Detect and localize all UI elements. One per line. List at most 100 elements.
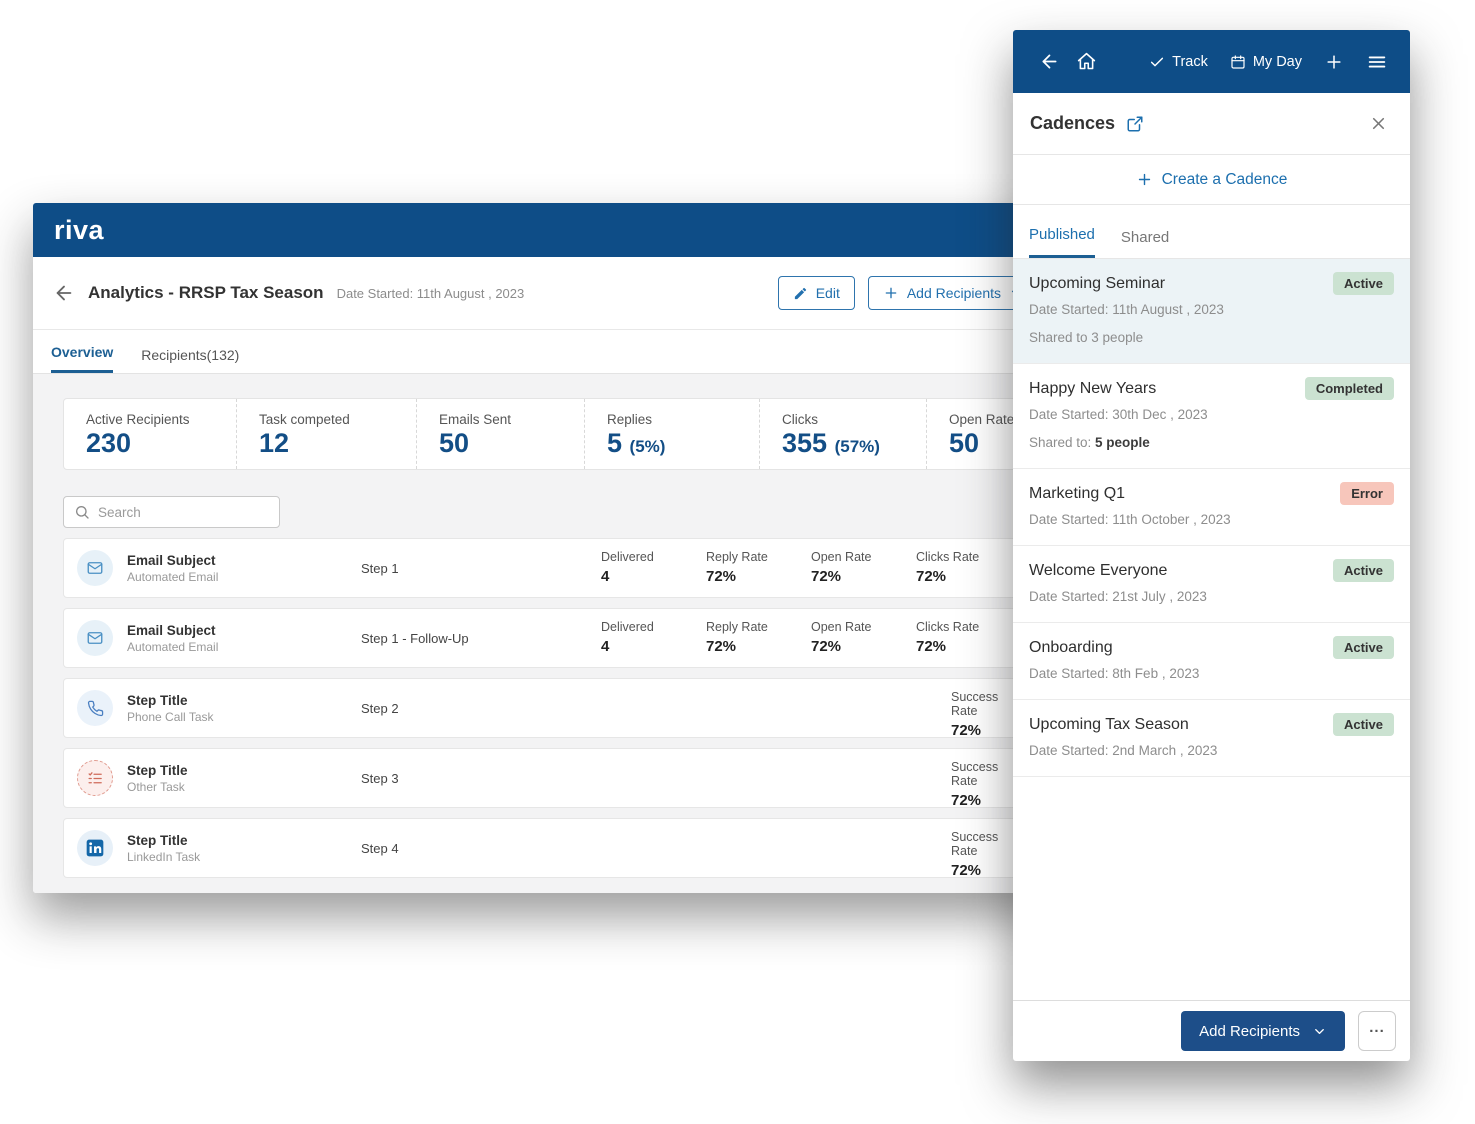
- close-icon[interactable]: [1369, 114, 1388, 133]
- cadence-name: Marketing Q1: [1029, 485, 1126, 502]
- panel-footer: Add Recipients ...: [1013, 1000, 1410, 1061]
- metric-reply-rate: Reply Rate 72%: [706, 550, 768, 585]
- cadence-shared: Shared to 3 people: [1029, 330, 1144, 345]
- chevron-down-icon: [1312, 1024, 1327, 1039]
- metric-success-rate: Success Rate 72%: [951, 830, 999, 878]
- metric-reply-rate: Reply Rate 72%: [706, 620, 768, 655]
- metric-clicks-rate: Clicks Rate 72%: [916, 620, 980, 655]
- cadence-name: Onboarding: [1029, 639, 1113, 656]
- calendar-icon: [1230, 54, 1246, 70]
- edit-button[interactable]: Edit: [777, 276, 855, 310]
- open-external-icon[interactable]: [1126, 115, 1144, 133]
- email-icon: [77, 620, 113, 656]
- add-icon[interactable]: [1324, 52, 1344, 72]
- status-badge: Active: [1332, 559, 1394, 582]
- cadence-name: Upcoming Tax Season: [1029, 716, 1189, 733]
- step-subtitle: Other Task: [127, 779, 185, 794]
- stat-open-rate: Open Rate 50 (25%): [926, 399, 1027, 469]
- pencil-icon: [793, 286, 808, 301]
- step-number: Step 1 - Follow-Up: [361, 630, 469, 646]
- back-arrow-icon[interactable]: [1039, 51, 1060, 72]
- hamburger-menu-icon[interactable]: [1366, 51, 1388, 73]
- check-icon: [1149, 54, 1165, 70]
- back-arrow-icon[interactable]: [53, 282, 75, 304]
- status-badge: Completed: [1304, 377, 1394, 400]
- riva-logo: riva: [54, 214, 105, 245]
- my-day-button[interactable]: My Day: [1230, 54, 1302, 70]
- side-topbar: Track My Day: [1013, 30, 1410, 93]
- step-number: Step 4: [361, 840, 399, 856]
- analytics-content: Active Recipients 230 Task competed 12 E…: [33, 374, 1058, 893]
- step-title: Step Title: [127, 692, 188, 708]
- search-icon: [74, 504, 90, 520]
- tab-overview[interactable]: Overview: [51, 344, 114, 373]
- step-number: Step 1: [361, 560, 399, 576]
- home-icon[interactable]: [1076, 51, 1097, 72]
- cadence-date: Date Started: 11th October , 2023: [1029, 512, 1231, 527]
- phone-icon: [77, 690, 113, 726]
- step-row-email-1[interactable]: Email Subject Automated Email Step 1 Del…: [63, 538, 1028, 598]
- step-row-linkedin[interactable]: Step Title LinkedIn Task Step 4 Success …: [63, 818, 1028, 878]
- page-title: Analytics - RRSP Tax Season: [88, 283, 324, 302]
- create-cadence-button[interactable]: Create a Cadence: [1013, 155, 1410, 205]
- status-badge: Active: [1332, 713, 1394, 736]
- step-title: Step Title: [127, 832, 188, 848]
- cadence-item-onboarding[interactable]: Onboarding Date Started: 8th Feb , 2023 …: [1013, 623, 1410, 700]
- tab-published[interactable]: Published: [1029, 226, 1095, 258]
- step-row-other-task[interactable]: Step Title Other Task Step 3 Success Rat…: [63, 748, 1028, 808]
- metric-delivered: Delivered 4: [601, 620, 654, 655]
- metric-success-rate: Success Rate 72%: [951, 760, 999, 808]
- cadence-item-upcoming-seminar[interactable]: Upcoming Seminar Date Started: 11th Augu…: [1013, 259, 1410, 364]
- step-subtitle: Phone Call Task: [127, 709, 214, 724]
- cadences-panel: Track My Day Cadences: [1013, 30, 1410, 1061]
- track-button[interactable]: Track: [1149, 54, 1208, 70]
- step-title: Email Subject: [127, 622, 216, 638]
- metric-clicks-rate: Clicks Rate 72%: [916, 550, 980, 585]
- step-number: Step 2: [361, 700, 399, 716]
- metric-open-rate: Open Rate 72%: [811, 620, 872, 655]
- add-recipients-button[interactable]: Add Recipients: [867, 276, 1038, 310]
- analytics-panel: riva Analytics - RRSP Tax Season Date St…: [33, 203, 1058, 893]
- plus-icon: [883, 285, 899, 301]
- cadence-name: Happy New Years: [1029, 380, 1157, 397]
- stats-summary-bar: Active Recipients 230 Task competed 12 E…: [63, 398, 1028, 470]
- metric-open-rate: Open Rate 72%: [811, 550, 872, 585]
- search-field: [63, 496, 280, 528]
- tab-shared[interactable]: Shared: [1120, 229, 1170, 246]
- stat-active-recipients: Active Recipients 230: [86, 412, 190, 458]
- step-row-email-2[interactable]: Email Subject Automated Email Step 1 - F…: [63, 608, 1028, 668]
- add-recipients-button[interactable]: Add Recipients: [1181, 1011, 1345, 1051]
- cadence-date: Date Started: 11th August , 2023: [1029, 302, 1224, 317]
- cadence-item-welcome-everyone[interactable]: Welcome Everyone Date Started: 21st July…: [1013, 546, 1410, 623]
- date-started-label: Date Started: 11th August , 2023: [336, 285, 525, 301]
- search-input[interactable]: [98, 504, 269, 520]
- tab-recipients[interactable]: Recipients(132): [141, 347, 240, 363]
- stat-clicks: Clicks 355 (57%): [759, 399, 926, 469]
- cadence-date: Date Started: 2nd March , 2023: [1029, 743, 1218, 758]
- stat-emails-sent: Emails Sent 50: [416, 399, 584, 469]
- cadence-shared: Shared to: 5 people: [1029, 435, 1150, 450]
- top-banner: riva: [33, 203, 1058, 257]
- cadence-name: Welcome Everyone: [1029, 562, 1168, 579]
- cadence-date: Date Started: 8th Feb , 2023: [1029, 666, 1200, 681]
- step-row-phone[interactable]: Step Title Phone Call Task Step 2 Succes…: [63, 678, 1028, 738]
- cadence-item-upcoming-tax-season[interactable]: Upcoming Tax Season Date Started: 2nd Ma…: [1013, 700, 1410, 777]
- panel-title: Cadences: [1030, 113, 1116, 133]
- cadence-date: Date Started: 21st July , 2023: [1029, 589, 1207, 604]
- cadence-date: Date Started: 30th Dec , 2023: [1029, 407, 1208, 422]
- step-subtitle: LinkedIn Task: [127, 849, 201, 864]
- metric-success-rate: Success Rate 72%: [951, 690, 999, 738]
- step-number: Step 3: [361, 770, 399, 786]
- analytics-header: Analytics - RRSP Tax Season Date Started…: [33, 257, 1058, 330]
- checklist-icon: [77, 760, 113, 796]
- cadence-item-marketing-q1[interactable]: Marketing Q1 Date Started: 11th October …: [1013, 469, 1410, 546]
- email-icon: [77, 550, 113, 586]
- cadence-name: Upcoming Seminar: [1029, 275, 1166, 292]
- cadence-item-happy-new-years[interactable]: Happy New Years Date Started: 30th Dec ,…: [1013, 364, 1410, 469]
- stat-tasks-completed: Task competed 12: [236, 399, 416, 469]
- more-options-button[interactable]: ...: [1358, 1011, 1396, 1051]
- step-subtitle: Automated Email: [127, 569, 219, 584]
- status-badge: Error: [1340, 482, 1394, 505]
- status-badge: Active: [1332, 636, 1394, 659]
- step-subtitle: Automated Email: [127, 639, 219, 654]
